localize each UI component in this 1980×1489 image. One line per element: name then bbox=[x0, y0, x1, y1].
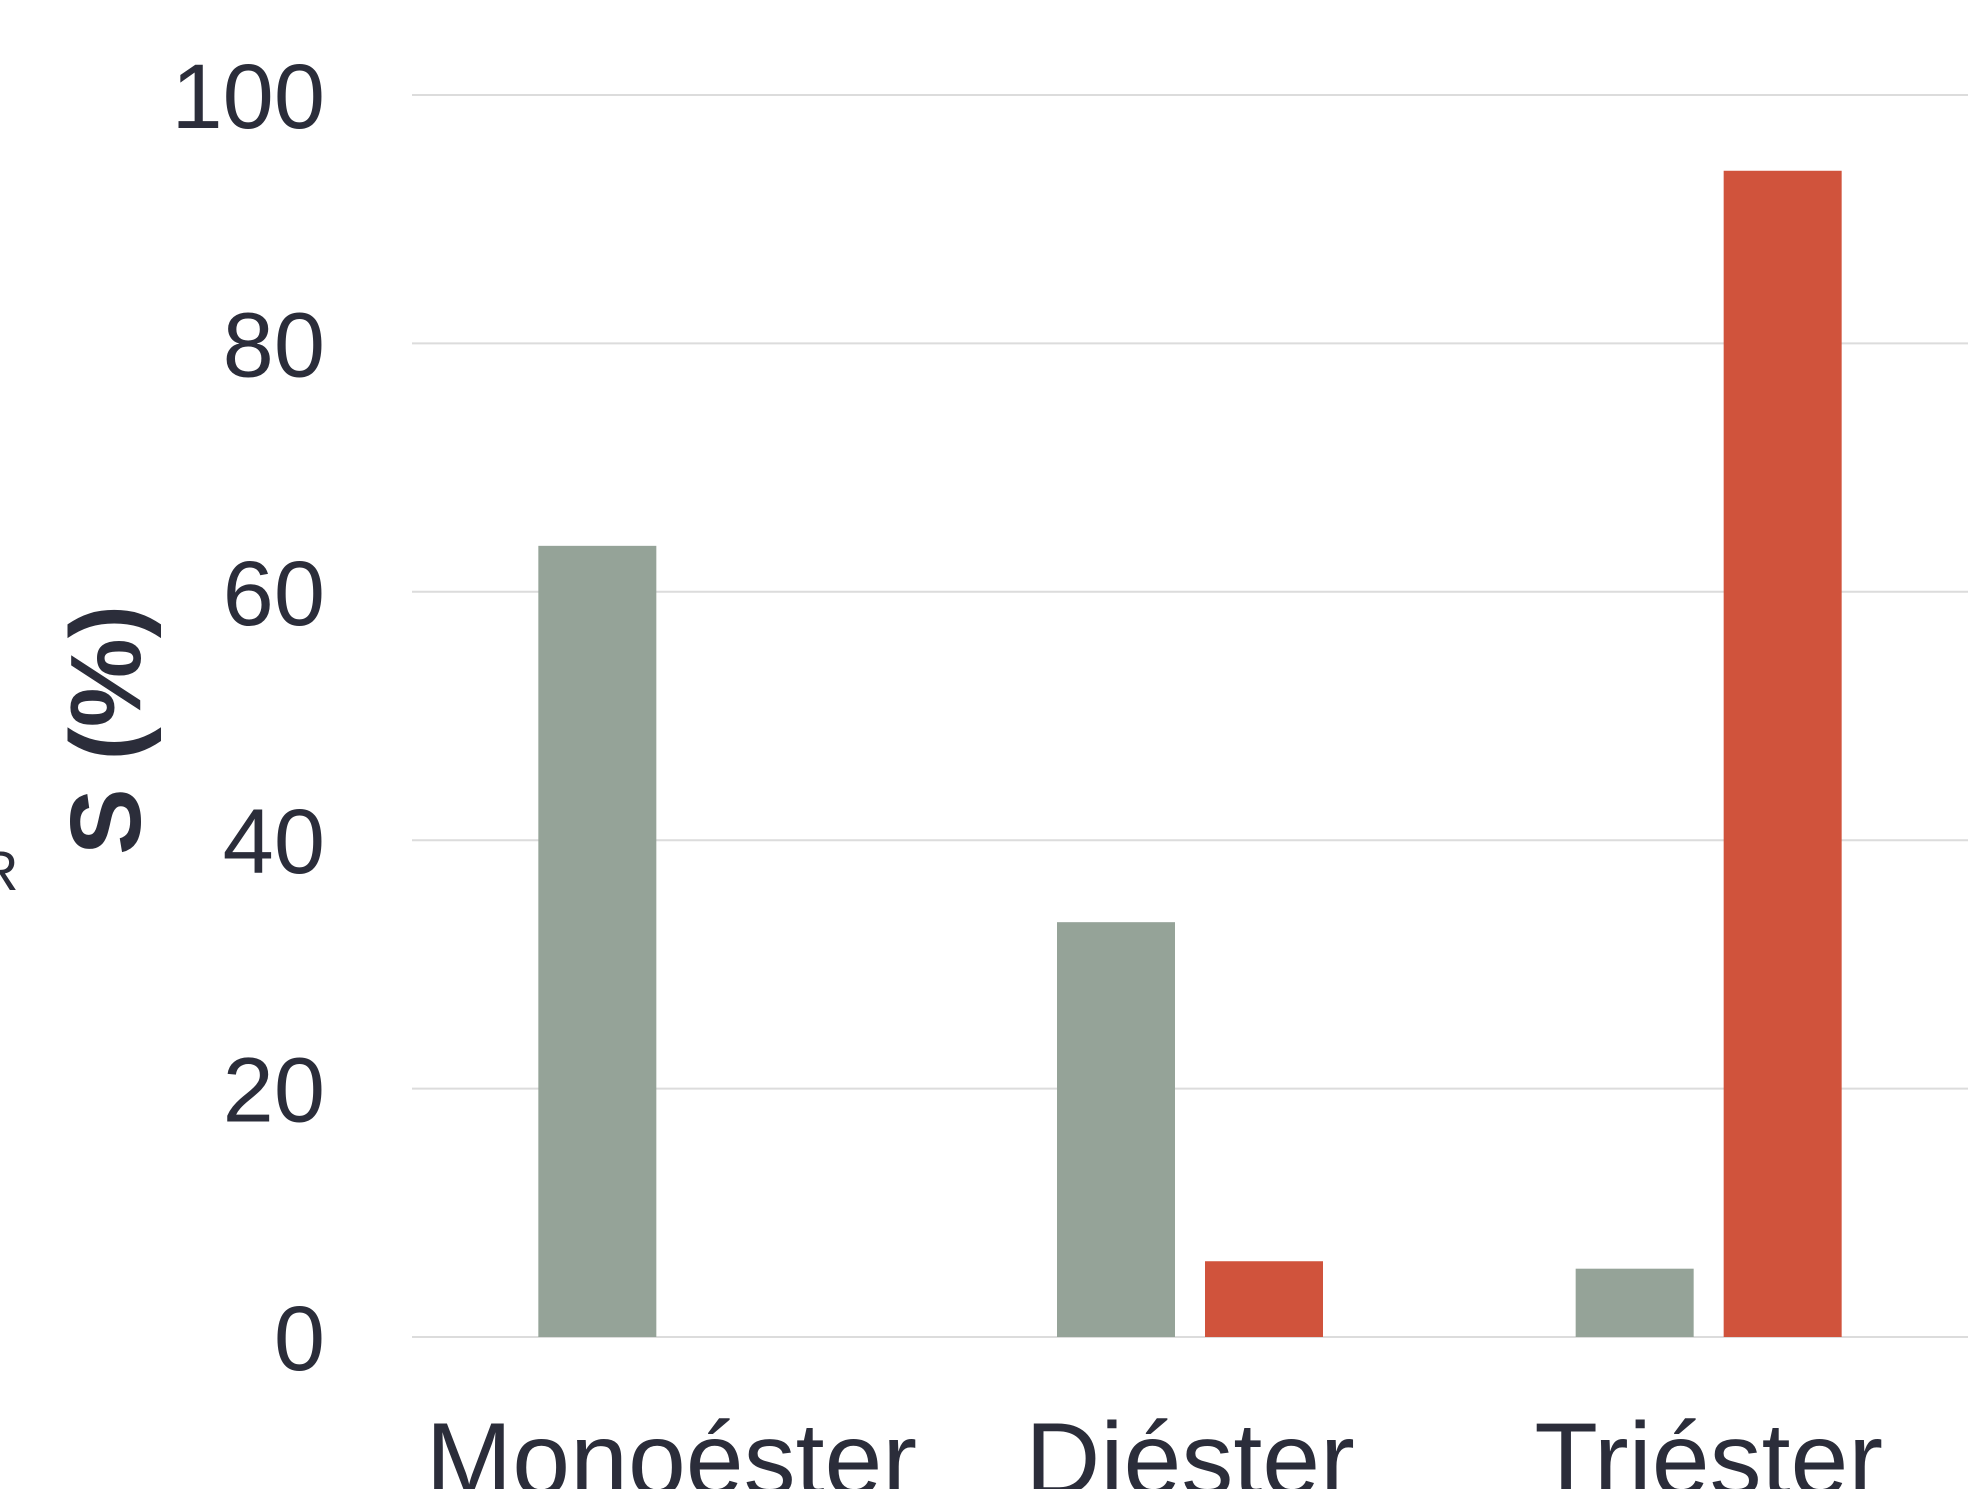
bar-series1-1 bbox=[1057, 922, 1175, 1337]
y-tick-label-100: 100 bbox=[172, 46, 326, 148]
y-tick-label-80: 80 bbox=[223, 294, 325, 396]
x-category-label-1: Diéster bbox=[1025, 1402, 1354, 1489]
x-axis-categories: Monoéster Diéster Triéster bbox=[426, 1402, 1883, 1489]
y-tick-label-60: 60 bbox=[223, 543, 325, 645]
y-tick-label-20: 20 bbox=[223, 1040, 325, 1142]
bar-series2-2 bbox=[1723, 170, 1842, 1338]
bar-series2-1 bbox=[1205, 1261, 1323, 1337]
x-category-label-2: Triéster bbox=[1534, 1402, 1883, 1489]
gridlines bbox=[412, 94, 1968, 1338]
bars bbox=[538, 170, 1842, 1338]
y-axis-title: S (%) bbox=[50, 605, 162, 855]
y-axis-ticks: 0 20 40 60 80 100 bbox=[172, 46, 326, 1390]
y-tick-label-40: 40 bbox=[223, 791, 325, 893]
bar-series1-0 bbox=[538, 545, 657, 1337]
edge-text-fragment: R bbox=[0, 839, 18, 902]
y-tick-label-0: 0 bbox=[274, 1288, 325, 1390]
x-category-label-0: Monoéster bbox=[426, 1402, 917, 1489]
bar-series1-2 bbox=[1575, 1268, 1694, 1337]
